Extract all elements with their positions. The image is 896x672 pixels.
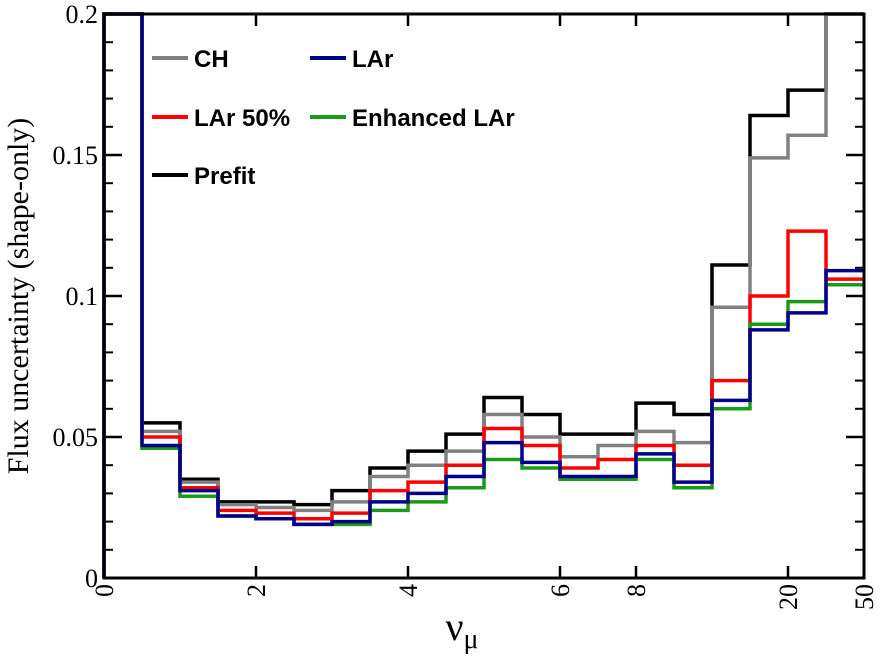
legend-label-lar: LAr (352, 46, 393, 73)
x-tick-label: 4 (394, 584, 423, 597)
y-tick-label: 0.2 (66, 0, 99, 29)
y-tick-label: 0.15 (53, 141, 99, 170)
y-tick-label: 0 (85, 564, 98, 593)
x-tick-label: 2 (242, 584, 271, 597)
series-layer (102, 12, 864, 578)
y-tick-label: 0.1 (66, 282, 99, 311)
legend-label-ch: CH (194, 46, 229, 73)
x-tick-label: 50 (850, 584, 879, 610)
series-lar-line (102, 12, 864, 578)
legend: CH LAr LAr 50% Enhanced LAr Prefit (152, 46, 515, 190)
x-tick-label: 8 (622, 584, 651, 597)
x-tick-label: 0 (90, 584, 119, 597)
x-tick-label: 6 (546, 584, 575, 597)
axes-layer: 0 0.05 0.1 0.15 0.2 0 2 4 6 8 20 50 (53, 0, 880, 610)
legend-label-lar-50: LAr 50% (194, 105, 290, 132)
y-tick-label: 0.05 (53, 423, 99, 452)
x-tick-label: 20 (774, 584, 803, 610)
y-axis-label: Flux uncertainty (shape-only) (2, 118, 35, 475)
legend-label-prefit: Prefit (194, 163, 255, 190)
legend-label-enhanced-lar: Enhanced LAr (352, 105, 515, 132)
x-axis-label-sub: μ (464, 624, 479, 655)
x-axis-label: νμ (445, 604, 478, 655)
x-axis-label-main: ν (445, 604, 463, 649)
